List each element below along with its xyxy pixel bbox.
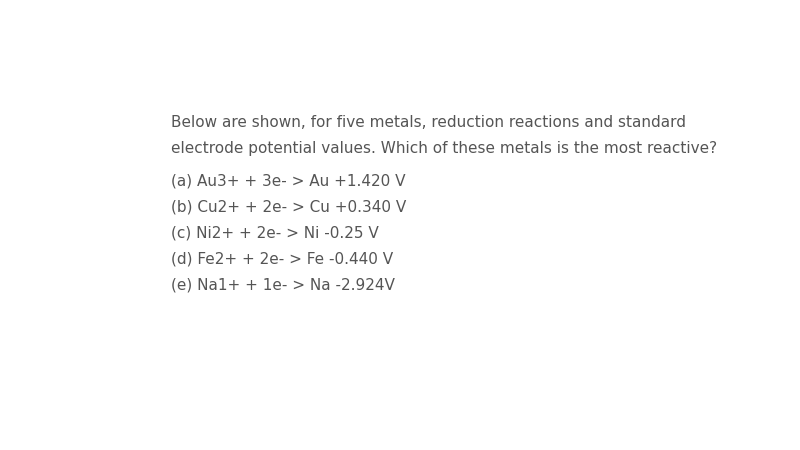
Text: electrode potential values. Which of these metals is the most reactive?: electrode potential values. Which of the… [171,140,718,156]
Text: (c) Ni2+ + 2e- > Ni -0.25 V: (c) Ni2+ + 2e- > Ni -0.25 V [171,225,379,240]
Text: (d) Fe2+ + 2e- > Fe -0.440 V: (d) Fe2+ + 2e- > Fe -0.440 V [171,252,394,266]
Text: (a) Au3+ + 3e- > Au +1.420 V: (a) Au3+ + 3e- > Au +1.420 V [171,174,406,189]
Text: (b) Cu2+ + 2e- > Cu +0.340 V: (b) Cu2+ + 2e- > Cu +0.340 V [171,199,406,215]
Text: Below are shown, for five metals, reduction reactions and standard: Below are shown, for five metals, reduct… [171,115,686,130]
Text: (e) Na1+ + 1e- > Na -2.924V: (e) Na1+ + 1e- > Na -2.924V [171,278,395,292]
